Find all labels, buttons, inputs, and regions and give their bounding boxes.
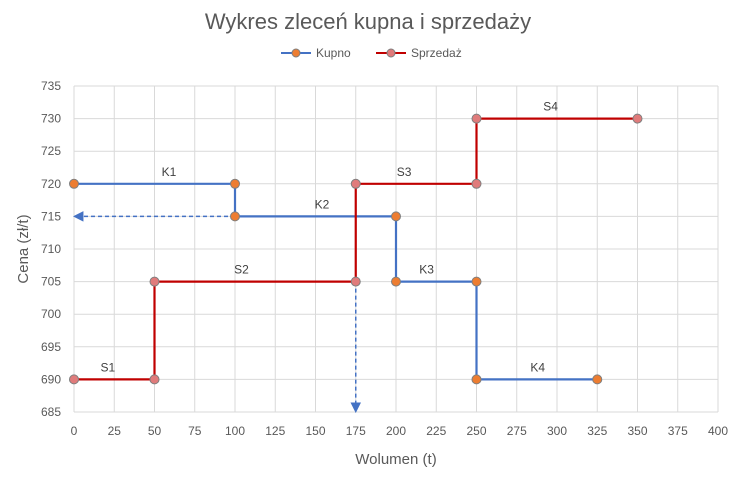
chart-title: Wykres zleceń kupna i sprzedaży <box>205 9 531 34</box>
legend-label-0: Kupno <box>316 46 351 60</box>
data-point-1-7 <box>632 113 643 124</box>
x-axis-title: Wolumen (t) <box>355 451 436 468</box>
data-point-0-5 <box>471 276 482 287</box>
x-tick-label-3: 75 <box>188 424 202 438</box>
x-tick-label-5: 125 <box>265 424 285 438</box>
x-tick-label-8: 200 <box>386 424 406 438</box>
y-tick-label-9: 730 <box>41 112 61 126</box>
y-tick-label-7: 720 <box>41 177 61 191</box>
x-tick-label-0: 0 <box>71 424 78 438</box>
segment-label-k1: K1 <box>162 165 177 179</box>
data-point-1-6 <box>471 113 482 124</box>
legend-label-1: Sprzedaż <box>411 46 462 60</box>
y-tick-label-8: 725 <box>41 144 61 158</box>
y-axis-title: Cena (zł/t) <box>15 214 32 283</box>
y-tick-label-1: 690 <box>41 372 61 386</box>
y-tick-label-3: 700 <box>41 307 61 321</box>
segment-label-k4: K4 <box>530 360 545 374</box>
data-point-1-1 <box>149 374 160 385</box>
y-tick-label-0: 685 <box>41 405 61 419</box>
legend-marker-1 <box>386 48 396 58</box>
legend-marker-0 <box>291 48 301 58</box>
y-tick-label-4: 705 <box>41 275 61 289</box>
data-point-0-2 <box>230 211 240 222</box>
data-point-0-6 <box>471 374 482 385</box>
data-point-0-1 <box>230 178 240 189</box>
data-point-0-4 <box>391 276 401 287</box>
segment-label-s1: S1 <box>100 360 115 374</box>
data-point-1-4 <box>350 178 361 189</box>
x-tick-label-15: 375 <box>668 424 688 438</box>
series-line-sprzedaż <box>74 117 638 381</box>
x-tick-label-11: 275 <box>507 424 527 438</box>
x-tick-label-2: 50 <box>148 424 162 438</box>
data-point-1-5 <box>471 178 482 189</box>
x-tick-label-1: 25 <box>108 424 122 438</box>
y-tick-label-5: 710 <box>41 242 61 256</box>
y-tick-label-6: 715 <box>41 209 61 223</box>
y-tick-label-10: 735 <box>41 79 61 93</box>
x-tick-label-10: 250 <box>466 424 486 438</box>
segment-label-k3: K3 <box>419 263 434 277</box>
x-tick-label-13: 325 <box>587 424 607 438</box>
series-line-kupno <box>74 182 598 381</box>
data-point-0-3 <box>391 211 401 222</box>
x-tick-label-9: 225 <box>426 424 446 438</box>
data-point-0-7 <box>592 374 603 385</box>
segment-label-s3: S3 <box>397 165 412 179</box>
segment-label-s4: S4 <box>543 100 558 114</box>
data-point-1-0 <box>69 374 79 385</box>
data-point-1-3 <box>350 276 361 287</box>
data-point-1-2 <box>149 276 160 287</box>
segment-label-k2: K2 <box>315 197 330 211</box>
x-tick-label-6: 150 <box>305 424 325 438</box>
x-tick-label-14: 350 <box>627 424 647 438</box>
data-point-0-0 <box>69 178 79 189</box>
segment-label-s2: S2 <box>234 263 249 277</box>
x-tick-label-12: 300 <box>547 424 567 438</box>
y-tick-label-2: 695 <box>41 340 61 354</box>
x-tick-label-7: 175 <box>346 424 366 438</box>
x-tick-label-4: 100 <box>225 424 245 438</box>
x-tick-label-16: 400 <box>708 424 728 438</box>
